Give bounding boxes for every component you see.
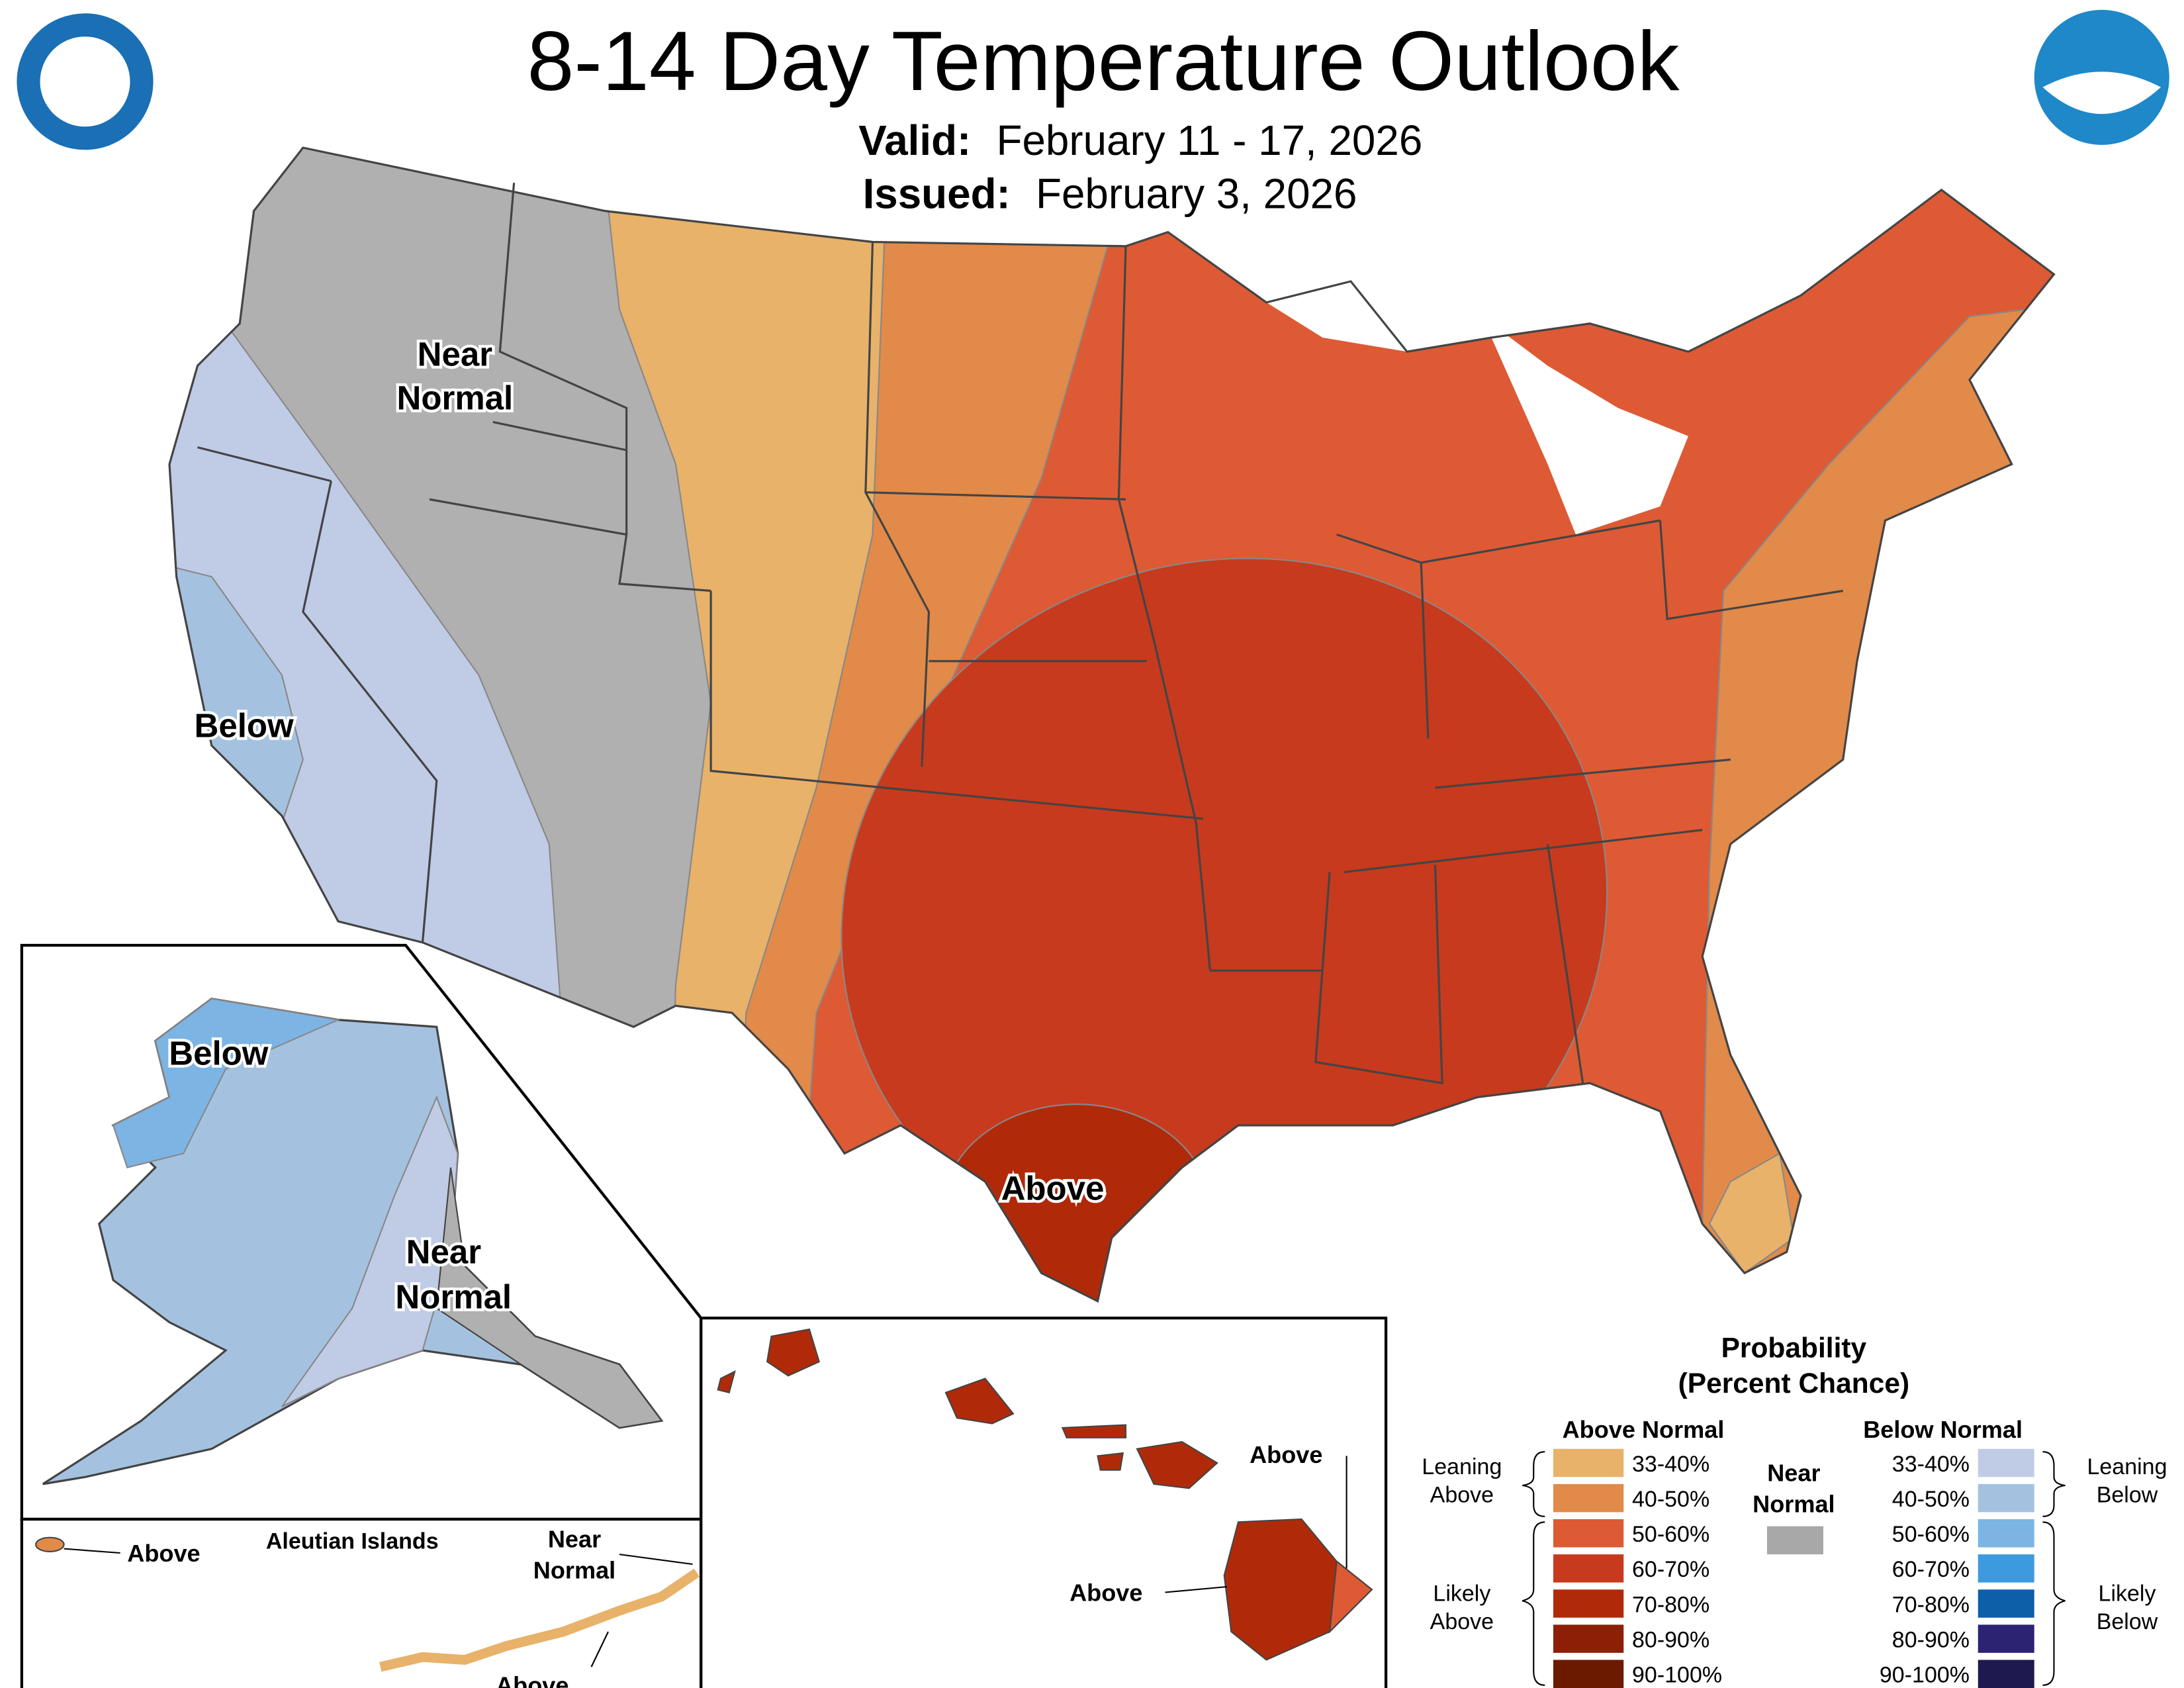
island [35,1536,65,1552]
legend-label: 80-90% [1632,1627,1709,1652]
legend-group: Likely [1433,1581,1490,1606]
island [1136,1441,1218,1489]
legend-title: (Percent Chance) [1678,1368,1910,1399]
state-boundaries [197,183,1844,1085]
legend-group: Below [2097,1483,2158,1508]
region-label: Above [1250,1441,1322,1468]
region-label: Above [1001,1170,1105,1207]
legend-swatch [1767,1526,1823,1555]
title: 8-14 Day Temperature Outlook [527,15,1679,109]
alaska-zone [112,998,341,1169]
region-label: Below [195,707,295,745]
legend-swatch [1978,1448,2034,1477]
legend-swatch [1978,1589,2034,1618]
legend-swatch [1553,1624,1624,1653]
legend-title: Probability [1721,1333,1867,1364]
region-label: Above [496,1672,569,1688]
legend-brace [1522,1521,1545,1686]
legend-group: Above [1430,1609,1494,1634]
legend-swatch [1553,1554,1624,1583]
region-label: Near [406,1233,482,1270]
legend-label: 60-70% [1632,1557,1709,1582]
noaa-logo-bird [2042,71,2161,115]
leader-line [619,1554,693,1566]
alaska-zone [435,1167,663,1429]
legend-label: 50-60% [1632,1522,1709,1547]
island [1097,1452,1124,1471]
island-chain [379,1568,700,1672]
legend-label: 40-50% [1632,1487,1709,1512]
island [944,1378,1015,1425]
legend-swatch [1553,1660,1624,1688]
legend-label: 70-80% [1892,1592,1970,1617]
legend-swatch [1553,1483,1624,1513]
region-label: Normal [397,379,514,416]
region-label: Near [418,336,493,373]
island [717,1370,736,1394]
legend-swatch [1978,1554,2034,1583]
legend-label: 50-60% [1892,1522,1970,1547]
legend-brace [2042,1521,2066,1686]
legend-label: 80-90% [1892,1627,1970,1652]
island [1061,1424,1127,1438]
leader-line [590,1631,609,1667]
legend-swatch [1978,1483,2034,1513]
legend-group: Below [2097,1609,2158,1634]
region-label: Above [127,1540,200,1567]
issued-date: February 3, 2026 [1036,170,1357,218]
region-label: Normal [533,1556,615,1583]
legend: Probability (Percent Chance) Above Norma… [1422,1333,2167,1688]
legend-label: 90-100% [1880,1663,1970,1688]
legend-swatch [1553,1519,1624,1548]
region-label: Normal [395,1278,512,1315]
commerce-seal-center [40,36,130,127]
region-label: Below [169,1035,269,1072]
legend-swatch [1553,1448,1624,1477]
legend-swatch [1978,1519,2034,1548]
legend-swatch [1978,1660,2034,1688]
legend-swatch [1553,1589,1624,1618]
legend-heading: Near [1767,1460,1820,1487]
legend-label: 40-50% [1892,1487,1970,1512]
legend-brace [1522,1450,1545,1517]
inset-title: Aleutian Islands [266,1529,439,1554]
legend-heading: Above Normal [1563,1416,1725,1443]
valid-dates: February 11 - 17, 2026 [997,117,1423,164]
legend-group: Leaning [1422,1454,1502,1479]
alaska-zone [281,1095,459,1407]
legend-label: 33-40% [1892,1452,1970,1477]
conus-outline [168,146,2056,1303]
legend-label: 90-100% [1632,1663,1722,1688]
leader-line [64,1548,120,1554]
legend-group: Above [1430,1483,1494,1508]
legend-swatch [1978,1624,2034,1653]
legend-group: Leaning [2087,1454,2167,1479]
valid-label: Valid: [858,117,971,164]
legend-group: Likely [2099,1581,2156,1606]
island [766,1328,821,1377]
legend-heading: Below Normal [1863,1416,2023,1443]
region-label: Above [1069,1579,1142,1606]
legend-label: 33-40% [1632,1452,1709,1477]
issued-label: Issued: [863,170,1011,218]
legend-label: 60-70% [1892,1557,1970,1582]
region-label: Near [548,1526,601,1553]
aleutian-inset-frame [20,1517,703,1688]
island-zone [1328,1560,1373,1634]
leader-line [1165,1585,1228,1593]
legend-brace [2042,1450,2066,1517]
legend-heading: Normal [1752,1490,1835,1517]
legend-label: 70-80% [1632,1592,1709,1617]
